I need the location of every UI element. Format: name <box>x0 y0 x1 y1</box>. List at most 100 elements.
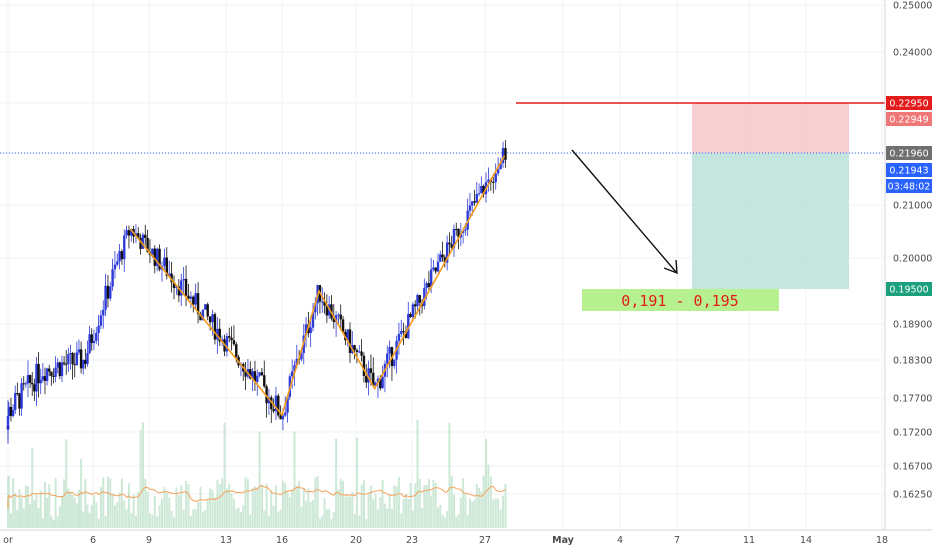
price-tick-label: 0.21000 <box>893 201 932 212</box>
volume-bar <box>139 429 142 528</box>
candle-body <box>67 354 70 365</box>
candle-body <box>79 349 83 369</box>
price-tick-label: 0.16250 <box>893 490 932 501</box>
volume-bar <box>450 475 453 528</box>
volume-bar <box>225 488 228 528</box>
candle-body <box>492 181 495 183</box>
volume-bar <box>339 478 342 528</box>
candle-body <box>418 295 421 303</box>
volume-bar <box>455 516 458 528</box>
candle-body <box>230 337 233 341</box>
candle-body <box>127 230 131 236</box>
volume-bar <box>504 483 507 528</box>
candle-body <box>339 314 342 320</box>
candle-body <box>18 393 21 409</box>
candle-body <box>75 352 79 365</box>
candle-body <box>499 163 502 170</box>
volume-bar <box>265 483 268 528</box>
volume-bar <box>153 496 156 528</box>
stop-level-label: 0.22950 <box>889 99 928 110</box>
candle-body <box>37 363 40 384</box>
volume-bar <box>379 497 382 528</box>
price-tick-label: 0.17700 <box>893 394 932 405</box>
volume-bar <box>360 484 363 528</box>
price-tick-label: 0.20000 <box>893 254 932 265</box>
candle-body <box>71 353 74 365</box>
candle-body <box>192 296 195 305</box>
candle-body <box>73 364 76 366</box>
volume-bar <box>95 502 98 528</box>
volume-bar <box>418 479 421 528</box>
volume-bar <box>295 486 298 528</box>
volume-bar <box>67 488 70 528</box>
volume-bar <box>502 495 505 528</box>
candle-body <box>24 383 28 385</box>
volume-bar <box>284 482 287 528</box>
volume-bar <box>216 479 219 528</box>
volume-bar <box>258 431 261 528</box>
volume-bar <box>242 505 245 528</box>
volume-bar <box>144 478 147 528</box>
volume-bar <box>388 493 391 528</box>
volume-bar <box>466 515 469 528</box>
candle-body <box>480 185 483 194</box>
candle-body <box>120 251 124 260</box>
volume-bar <box>97 518 100 528</box>
volume-bar <box>192 509 195 528</box>
volume-bar <box>151 514 154 528</box>
volume-bar <box>16 509 19 528</box>
volume-bar <box>12 478 15 528</box>
target-zone <box>582 289 779 311</box>
volume-bar <box>427 479 430 528</box>
candle-body <box>374 382 377 386</box>
volume-bar <box>204 509 207 528</box>
volume-bar <box>249 514 252 528</box>
volume-bar <box>9 513 12 528</box>
candle-body <box>189 296 193 299</box>
candle-body <box>249 369 252 379</box>
candle-body <box>118 251 121 262</box>
price-tick-label: 0.18900 <box>893 320 932 331</box>
candle-body <box>69 353 72 355</box>
candle-body <box>256 375 259 382</box>
volume-bar <box>407 499 410 528</box>
candle-body <box>6 415 10 427</box>
take-profit-zone <box>692 153 849 289</box>
candle-body <box>457 228 460 238</box>
candle-body <box>323 301 326 306</box>
target-price-tag: 0.19500 <box>886 282 932 296</box>
volume-bar <box>182 509 185 528</box>
candle-body <box>60 362 64 377</box>
volume-bar <box>272 506 275 528</box>
volume-bar <box>260 484 263 528</box>
volume-bar <box>213 497 216 528</box>
volume-bar <box>123 500 126 528</box>
candle-body <box>251 371 254 379</box>
candle-body <box>39 379 42 384</box>
price-axis-bg[interactable] <box>885 0 932 530</box>
candle-body <box>325 305 329 316</box>
volume-bar <box>492 499 495 528</box>
volume-bar <box>277 511 280 528</box>
time-tick-label: or <box>3 535 13 546</box>
candle-body <box>177 286 181 296</box>
candle-body <box>358 351 361 353</box>
volume-bar <box>332 512 335 528</box>
candle-body <box>341 319 345 333</box>
candle-body <box>77 349 81 353</box>
volume-bar <box>209 488 212 528</box>
candle-body <box>7 406 11 416</box>
candle-body <box>381 376 384 389</box>
volume-bar <box>35 493 38 528</box>
target-upper-tag: 0.22949 <box>886 112 932 126</box>
candle-body <box>45 368 49 381</box>
time-tick-label: 11 <box>743 535 755 546</box>
volume-bar <box>221 478 224 528</box>
forecast-arrow <box>571 149 678 275</box>
volume-bar <box>390 508 393 528</box>
time-axis-bg[interactable] <box>0 530 932 550</box>
candle-body <box>16 393 19 395</box>
volume-bar <box>137 492 140 528</box>
volume-bar <box>185 480 188 528</box>
